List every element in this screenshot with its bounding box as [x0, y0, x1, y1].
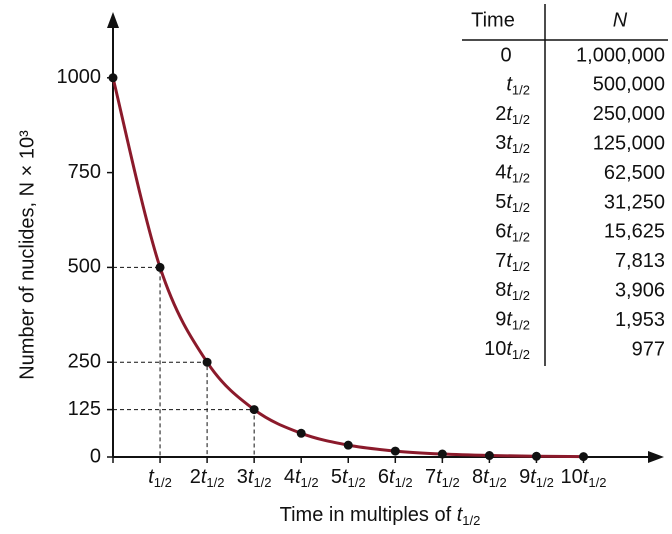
table-time: 7t1/2	[495, 250, 530, 274]
x-tick-label: 6t1/2	[378, 466, 413, 490]
y-tick-label: 500	[68, 256, 101, 278]
x-tick-label: 7t1/2	[425, 466, 460, 490]
table-count: 62,500	[604, 162, 665, 184]
x-tick-label: 8t1/2	[472, 466, 507, 490]
x-axis-arrow	[648, 451, 664, 463]
table-time: 10t1/2	[484, 338, 530, 362]
table-count: 1,000,000	[576, 44, 665, 66]
table-count: 250,000	[593, 103, 665, 125]
x-axis-label: Time in multiples of t1/2	[280, 504, 481, 528]
table-count: 15,625	[604, 221, 665, 243]
table-time: 2t1/2	[495, 103, 530, 127]
table-header: N	[613, 9, 628, 31]
data-point	[343, 440, 353, 450]
data-point	[579, 452, 588, 462]
y-tick-label: 250	[68, 350, 101, 372]
data-point	[202, 357, 212, 367]
y-tick-label: 0	[90, 445, 101, 467]
x-tick-label: t1/2	[148, 466, 172, 490]
y-tick-label: 125	[68, 398, 101, 420]
table-count: 125,000	[593, 132, 665, 154]
x-tick-label: 2t1/2	[190, 466, 225, 490]
table-count: 1,953	[615, 309, 665, 331]
y-axis-arrow	[107, 12, 119, 28]
x-tick-label: 4t1/2	[284, 466, 319, 490]
x-tick-label: 10t1/2	[561, 466, 607, 490]
data-point	[249, 405, 259, 415]
guide-line	[113, 266, 161, 457]
x-tick-label: 5t1/2	[331, 466, 366, 490]
y-tick-label: 750	[68, 161, 101, 183]
x-tick-label: 3t1/2	[237, 466, 272, 490]
table-time: 3t1/2	[495, 132, 530, 156]
table-time: t1/2	[506, 74, 530, 98]
data-point	[531, 451, 541, 461]
y-tick-label: 1000	[57, 66, 102, 88]
table-time: 0	[500, 44, 511, 66]
guide-line	[113, 409, 255, 457]
data-point	[155, 262, 165, 272]
table-time: 6t1/2	[495, 221, 530, 245]
table-time: 4t1/2	[495, 162, 530, 186]
table-count: 977	[632, 338, 665, 360]
table-count: 7,813	[615, 250, 665, 272]
table-header: Time	[471, 9, 515, 31]
data-point	[108, 73, 118, 83]
table-time: 5t1/2	[495, 191, 530, 215]
table-time: 9t1/2	[495, 309, 530, 333]
table-count: 500,000	[593, 74, 665, 96]
data-point	[484, 451, 494, 461]
data-point	[390, 446, 400, 456]
data-point	[296, 428, 306, 438]
table-time: 8t1/2	[495, 279, 530, 303]
table-count: 31,250	[604, 191, 665, 213]
x-tick-label: 9t1/2	[519, 466, 554, 490]
table-count: 3,906	[615, 279, 665, 301]
data-point	[437, 449, 447, 459]
y-axis-label: Number of nuclides, N × 10³	[16, 130, 38, 380]
